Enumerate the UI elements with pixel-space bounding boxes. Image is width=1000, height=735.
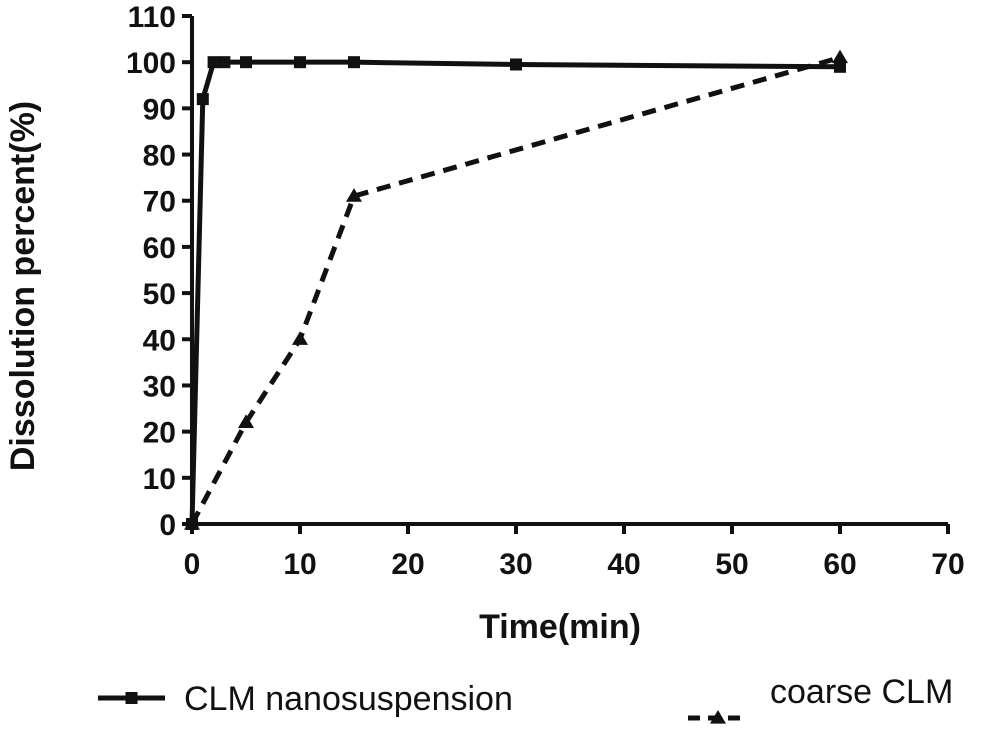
y-tick-label: 90 [143,93,176,126]
legend-label: coarse CLM [770,673,953,711]
legend-marker [710,710,726,724]
data-point [238,414,254,428]
y-tick-label: 0 [159,509,176,542]
data-point [218,56,231,69]
y-tick-label: 10 [143,463,176,496]
data-point [207,56,220,69]
axes [190,16,948,526]
y-tick-label: 60 [143,232,176,265]
series-line [189,55,841,526]
x-axis-label: Time(min) [479,608,641,646]
x-tick-label: 50 [715,548,748,581]
data-point [510,58,522,71]
data-point [832,49,848,64]
series-2 [184,49,848,530]
data-point [196,93,209,106]
data-point [348,56,360,69]
series-line [189,59,841,525]
x-tick-label: 30 [499,548,532,581]
y-tick-label: 70 [143,186,176,219]
y-tick-label: 30 [143,370,176,403]
series-1 [186,56,846,530]
x-tick-label: 60 [823,548,856,581]
legend: CLM nanosuspension coarse CLM [98,673,953,724]
x-tick-label: 10 [283,548,316,581]
data-point [240,56,252,69]
y-tick-label: 80 [143,140,176,173]
x-tick-label: 40 [607,548,640,581]
data-point [346,188,362,202]
data-point [292,331,308,345]
y-tick-label: 100 [126,47,176,80]
y-tick-label: 40 [143,324,176,357]
legend-marker [125,692,138,704]
series-layer [184,49,848,530]
y-tick-label: 110 [128,1,176,34]
x-ticks: 0 10 20 30 40 50 60 70 [184,524,965,581]
data-point [184,516,200,530]
x-tick-label: 20 [391,548,424,581]
x-tick-label: 0 [184,548,201,581]
y-tick-label: 50 [143,278,176,311]
legend-entry: coarse CLM [688,673,953,724]
y-axis-label: Dissolution percent(%) [4,101,42,471]
data-point [834,60,846,73]
y-ticks: 0 10 20 30 40 50 60 70 80 90 100 110 [126,1,192,542]
x-tick-label: 70 [931,548,964,581]
legend-label: CLM nanosuspension [184,680,513,718]
legend-entry: CLM nanosuspension [98,680,513,718]
y-tick-label: 20 [143,417,176,450]
data-point [294,56,306,69]
